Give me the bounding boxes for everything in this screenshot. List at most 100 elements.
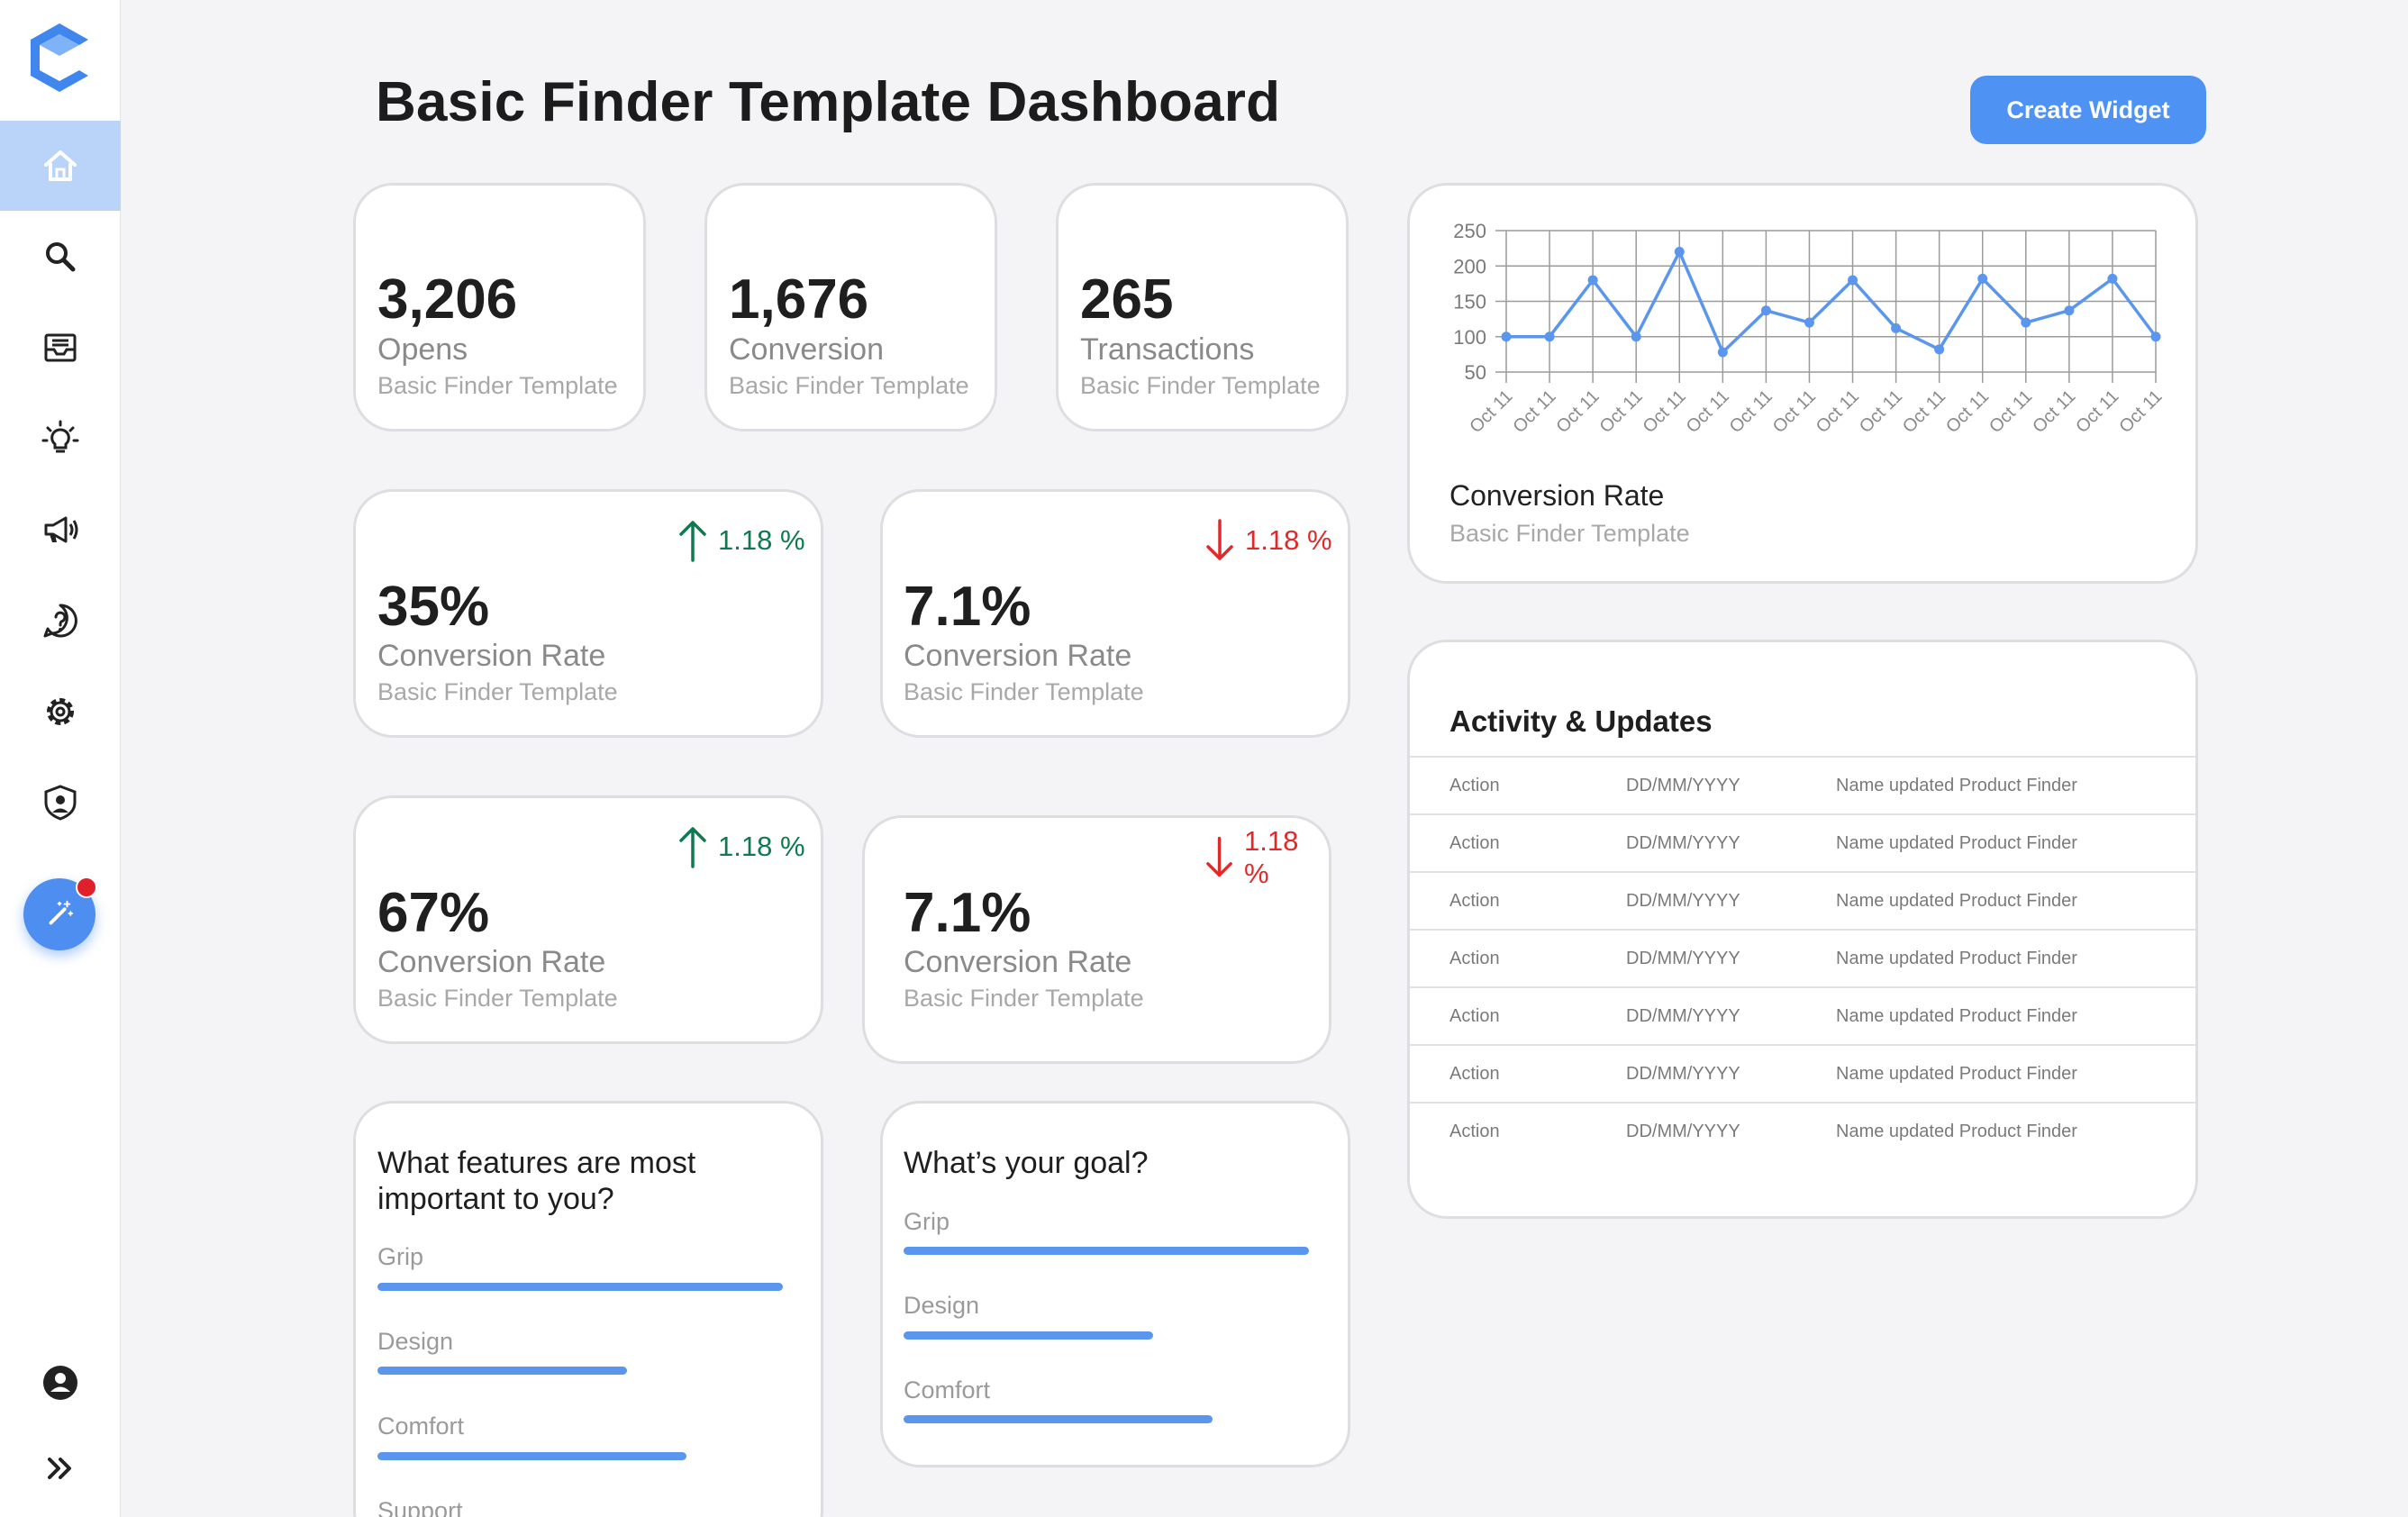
data-point [1760,305,1771,316]
survey-question: What features are most important to you? [377,1146,696,1216]
sidebar-item-help[interactable] [0,576,121,666]
rate-label: Conversion Rate [377,639,606,673]
activity-action: Action [1449,891,1500,911]
y-tick-label: 50 [1465,361,1486,384]
activity-action: Action [1449,1064,1500,1084]
activity-date: DD/MM/YYYY [1626,1122,1740,1141]
activity-row[interactable]: Action DD/MM/YYYY Name updated Product Fin… [1410,756,2195,813]
shield-user-icon [44,785,77,821]
x-tick-label: Oct 11 [1596,386,1647,437]
activity-row[interactable]: Action DD/MM/YYYY Name updated Product Fin… [1410,929,2195,986]
stat-subtitle: Basic Finder Template [377,372,618,399]
data-point [1587,275,1598,286]
stat-subtitle: Basic Finder Template [1080,372,1321,399]
survey-option-label: Grip [904,1208,950,1235]
x-tick-label: Oct 11 [1552,386,1603,437]
stat-card[interactable]: 265 Transactions Basic Finder Template [1056,183,1349,431]
activity-action: Action [1449,949,1500,968]
rate-value: 7.1% [904,882,1031,944]
x-tick-label: Oct 11 [1769,386,1820,437]
x-tick-label: Oct 11 [2029,386,2079,437]
data-point [1804,317,1814,328]
rate-value: 67% [377,882,490,944]
survey-option-bar [904,1331,1153,1340]
data-point [2064,305,2075,316]
rate-card[interactable]: 1.18 % 35% Conversion Rate Basic Finder … [353,489,823,738]
activity-title: Activity & Updates [1449,704,1713,738]
delta-badge: 1.18 % [677,825,805,868]
notification-dot [76,877,97,898]
stat-card[interactable]: 3,206 Opens Basic Finder Template [353,183,646,431]
rate-subtitle: Basic Finder Template [904,985,1144,1012]
data-point [1674,247,1685,258]
survey-option-bar [377,1452,686,1460]
rate-card[interactable]: 1.18 % 67% Conversion Rate Basic Finder … [353,795,823,1044]
sidebar-item-inbox[interactable] [0,303,121,393]
activity-row[interactable]: Action DD/MM/YYYY Name updated Product Fin… [1410,1044,2195,1102]
data-point [1544,332,1555,342]
activity-description: Name updated Product Finder [1836,776,2077,795]
help-icon [43,604,77,638]
stat-value: 1,676 [729,268,869,331]
inbox-icon [44,333,77,362]
sidebar-item-search[interactable] [0,212,121,302]
rate-subtitle: Basic Finder Template [377,985,618,1012]
chart-title: Conversion Rate [1449,479,1665,512]
x-tick-label: Oct 11 [1856,386,1906,437]
sidebar-item-campaigns[interactable] [0,485,121,575]
activity-row[interactable]: Action DD/MM/YYYY Name updated Product Fin… [1410,813,2195,871]
chart-card[interactable]: 250 200 150 100 50 Oct 11 Oct 11 Oct 11 Oct 11 Oc… [1407,183,2198,584]
logo-icon [31,23,88,92]
stat-card[interactable]: 1,676 Conversion Basic Finder Template [704,183,997,431]
survey-question: What’s your goal? [904,1146,1149,1180]
series-line [1506,250,2158,354]
sidebar-item-ideas[interactable] [0,394,121,484]
x-tick-label: Oct 11 [2115,386,2166,437]
x-tick-label: Oct 11 [1813,386,1863,437]
sidebar-item-settings[interactable] [0,667,121,757]
data-point [1717,347,1728,358]
survey-option-label: Comfort [904,1376,991,1403]
y-tick-label: 200 [1453,255,1486,277]
survey-option-label: Design [904,1292,980,1319]
rate-label: Conversion Rate [904,945,1132,979]
sidebar-expand-toggle[interactable] [0,1423,121,1513]
survey-option-label: Comfort [377,1413,465,1440]
expand-icon [48,1458,71,1479]
activity-date: DD/MM/YYYY [1626,1064,1740,1084]
sidebar-item-account[interactable] [0,1338,121,1428]
survey-option-bar [904,1247,1309,1255]
activity-date: DD/MM/YYYY [1626,891,1740,911]
activity-row[interactable]: Action DD/MM/YYYY Name updated Product Fin… [1410,1102,2195,1159]
rate-card[interactable]: 1.18 % 7.1% Conversion Rate Basic Finder… [880,489,1350,738]
delta-badge: 1.18 % [1204,825,1329,890]
x-tick-label: Oct 11 [1466,386,1516,437]
rate-label: Conversion Rate [377,945,606,979]
activity-row[interactable]: Action DD/MM/YYYY Name updated Product Fin… [1410,871,2195,929]
stat-subtitle: Basic Finder Template [729,372,969,399]
gear-icon [47,698,74,725]
sidebar-item-home[interactable] [0,121,121,211]
create-widget-button[interactable]: Create Widget [1970,76,2206,144]
sidebar-item-security[interactable] [0,758,121,848]
survey-option-bar [377,1283,783,1291]
stat-label: Conversion [729,332,884,367]
arrow-down-icon [1206,519,1233,560]
survey-card[interactable]: What features are most important to you?… [353,1101,823,1517]
rate-subtitle: Basic Finder Template [377,678,618,705]
page-title: Basic Finder Template Dashboard [376,71,1281,133]
data-point [1501,332,1512,342]
survey-card[interactable]: What’s your goal? Grip Design Comfort [880,1101,1350,1467]
activity-date: DD/MM/YYYY [1626,1006,1740,1026]
activity-description: Name updated Product Finder [1836,1064,2077,1084]
x-tick-label: Oct 11 [1985,386,2036,437]
activity-row[interactable]: Action DD/MM/YYYY Name updated Product Fin… [1410,986,2195,1044]
magic-wand-button[interactable] [23,877,97,950]
delta-value: 1.18 % [718,831,805,862]
rate-card[interactable]: 1.18 % 7.1% Conversion Rate Basic Finder… [862,815,1331,1064]
data-point [1977,273,1988,284]
data-point [1631,332,1641,342]
activity-description: Name updated Product Finder [1836,1006,2077,1026]
activity-action: Action [1449,1122,1500,1141]
arrow-up-icon [679,521,706,562]
